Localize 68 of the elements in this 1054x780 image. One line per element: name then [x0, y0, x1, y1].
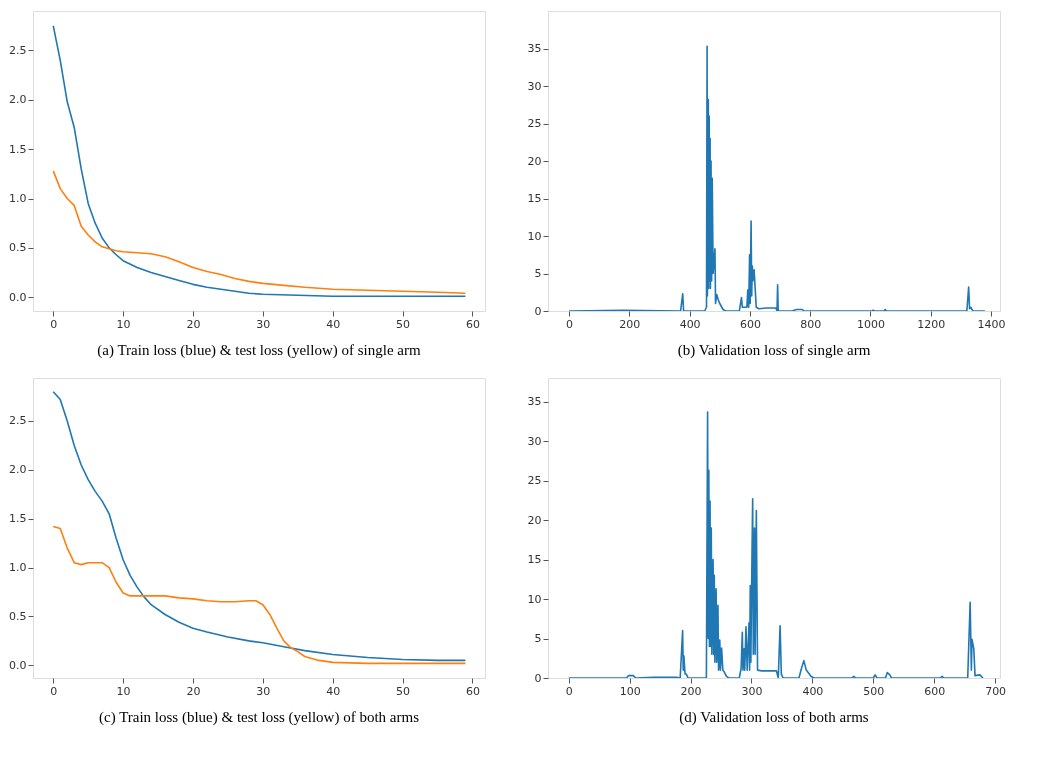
- y-tick-label: 5: [534, 267, 542, 280]
- x-tick-label: 700: [985, 684, 1007, 698]
- line-series: [52, 390, 467, 662]
- y-tick-label: 0.0: [9, 290, 27, 304]
- x-tick-label: 500: [863, 684, 885, 698]
- x-tick-label: 200: [619, 317, 641, 331]
- line-series: [567, 411, 984, 678]
- x-tick-label: 400: [679, 317, 701, 331]
- y-tick-label: 30: [527, 79, 542, 93]
- y-tick-label: 20: [527, 154, 542, 168]
- y-tick-label: 1.0: [9, 561, 27, 575]
- y-tick-label: 0.5: [9, 241, 27, 255]
- x-tick-label: 50: [396, 684, 411, 698]
- y-tick-label: 1.5: [9, 512, 27, 526]
- y-tick-label: 20: [527, 513, 542, 527]
- text: (c) Train loss (blue) & test loss (yellow) of both arms: [99, 709, 420, 726]
- text: (a) Train loss (blue) & test loss (yellow) of single arm: [97, 342, 421, 359]
- x-tick-label: 30: [256, 317, 271, 331]
- y-tick-label: 35: [527, 395, 542, 409]
- text: (b) Validation loss of single arm: [677, 342, 871, 359]
- x-tick-label: 30: [256, 684, 271, 698]
- x-tick-label: 1000: [856, 317, 885, 331]
- x-tick-label: 10: [116, 317, 131, 331]
- text: (d) Validation loss of both arms: [679, 709, 869, 726]
- x-tick-label: 40: [326, 317, 341, 331]
- y-tick-label: 35: [527, 42, 542, 55]
- x-tick-label: 0: [566, 317, 574, 331]
- x-tick-label: 0: [50, 684, 58, 698]
- x-tick-label: 200: [680, 684, 702, 698]
- y-tick-label: 30: [527, 434, 542, 448]
- y-tick-label: 0: [534, 671, 542, 685]
- y-tick-label: 1.5: [9, 142, 27, 156]
- x-tick-label: 60: [465, 684, 480, 698]
- x-tick-label: 800: [800, 317, 822, 331]
- y-tick-label: 2.0: [9, 463, 27, 477]
- y-tick-label: 10: [527, 592, 542, 606]
- line-series: [52, 170, 467, 295]
- y-tick-label: 5: [534, 632, 542, 646]
- x-tick-label: 40: [326, 684, 341, 698]
- x-tick-label: 60: [465, 317, 480, 331]
- y-tick-label: 25: [527, 117, 542, 130]
- x-tick-label: 100: [619, 684, 641, 698]
- y-tick-label: 15: [527, 192, 542, 205]
- line-series: [52, 25, 467, 297]
- x-tick-label: 20: [186, 317, 201, 331]
- x-tick-label: 1400: [977, 317, 1006, 331]
- y-tick-label: 0.0: [9, 658, 27, 672]
- y-tick-label: 0: [534, 304, 542, 318]
- y-tick-label: 10: [527, 229, 542, 243]
- x-tick-label: 400: [802, 684, 824, 698]
- y-tick-label: 25: [527, 474, 542, 488]
- y-tick-label: 0.5: [9, 609, 27, 623]
- x-tick-label: 1200: [917, 317, 946, 331]
- x-tick-label: 50: [396, 317, 411, 331]
- x-tick-label: 0: [565, 684, 573, 698]
- x-tick-label: 0: [50, 317, 58, 331]
- y-tick-label: 2.5: [9, 414, 27, 428]
- y-tick-label: 1.0: [9, 192, 27, 205]
- line-series: [52, 525, 467, 665]
- line-series: [568, 45, 986, 311]
- x-tick-label: 20: [186, 684, 201, 698]
- x-tick-label: 600: [739, 317, 761, 331]
- x-tick-label: 300: [741, 684, 763, 698]
- y-tick-label: 2.0: [9, 93, 27, 107]
- y-tick-label: 15: [527, 553, 542, 567]
- x-tick-label: 10: [116, 684, 131, 698]
- y-tick-label: 2.5: [9, 43, 27, 57]
- x-tick-label: 600: [924, 684, 946, 698]
